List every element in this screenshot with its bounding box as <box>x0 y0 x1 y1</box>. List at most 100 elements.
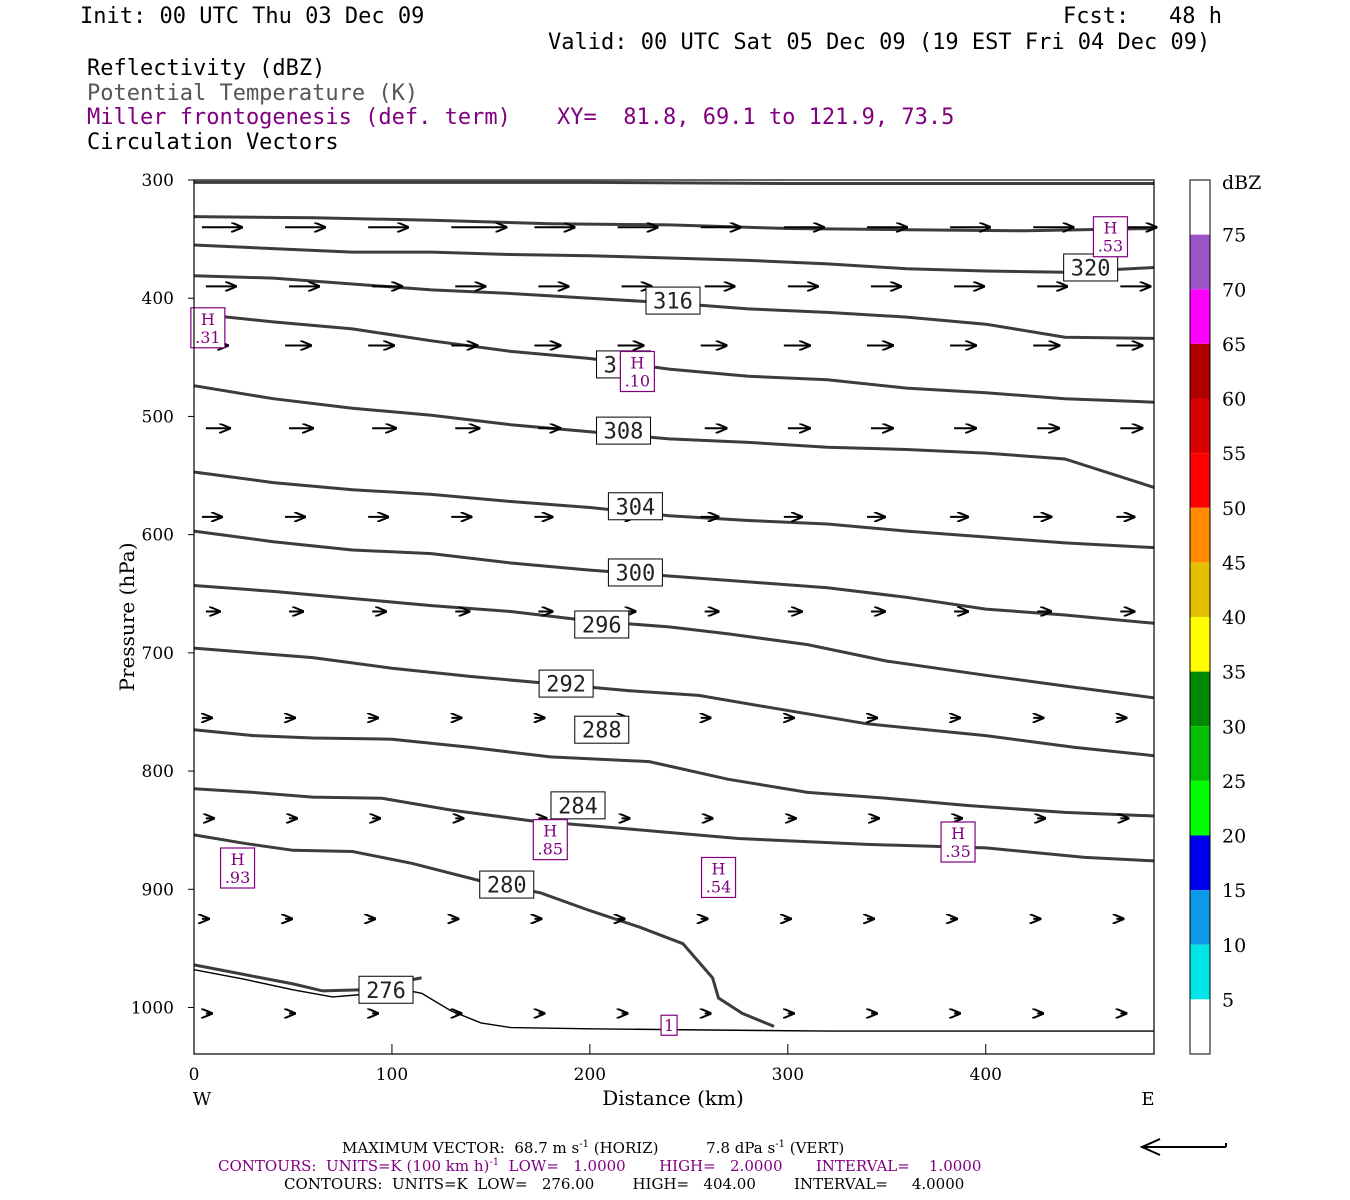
frontogenesis-max-box <box>532 819 568 861</box>
max-vector-text: MAXIMUM VECTOR: 68.7 m s <box>342 1139 580 1157</box>
theta-label-box <box>358 975 414 1004</box>
colorbar-swatch <box>1190 944 1210 1000</box>
y-tick-label: 800 <box>142 762 174 782</box>
fronto-contour-info: CONTOURS: UNITS=K (100 km h)-1 LOW= 1.00… <box>218 1158 981 1174</box>
frontogenesis-max-label: H <box>1103 219 1117 238</box>
colorbar-level-label: 65 <box>1222 334 1246 356</box>
y-tick-label: 300 <box>142 171 174 191</box>
frontogenesis-max-box <box>619 350 655 393</box>
x-tick-label: 0 <box>189 1065 200 1085</box>
theta-contour-284 <box>193 787 1155 863</box>
theta-contour-296 <box>193 584 1155 700</box>
colorbar-level-label: 70 <box>1222 279 1246 301</box>
colorbar-level-label: 40 <box>1222 607 1246 629</box>
frontogenesis-max-label: H <box>201 310 215 329</box>
colorbar-swatch <box>1190 726 1210 781</box>
colorbar-level-label: 45 <box>1222 552 1246 574</box>
frontogenesis-max-box <box>190 307 226 349</box>
frontogenesis-max-box <box>940 821 976 863</box>
colorbar-swatch <box>1190 562 1210 617</box>
theta-contour-324 <box>193 215 1155 233</box>
theta-label-296: 296 <box>574 610 630 639</box>
frontogenesis-max: H.54 <box>700 856 737 899</box>
reference-vector-arrow <box>1139 1138 1227 1156</box>
colorbar-level-label: 55 <box>1222 443 1246 465</box>
theta-label-320: 320 <box>1063 253 1119 282</box>
y-tick-label: 700 <box>142 644 174 664</box>
theta-contour-320 <box>193 243 1155 274</box>
x-tick-label: 200 <box>574 1065 606 1085</box>
frontogenesis-max-label: H <box>630 354 644 373</box>
y-tick-label: 500 <box>142 407 174 427</box>
field-theta: Potential Temperature (K) <box>87 81 419 106</box>
colorbar-swatch <box>1190 617 1210 672</box>
theta-label-292: 292 <box>538 669 594 698</box>
frontogenesis-max: H.93 <box>219 847 256 889</box>
field-frontogenesis: Miller frontogenesis (def. term) <box>87 105 511 130</box>
colorbar-level-label: 75 <box>1222 225 1246 247</box>
theta-label-box <box>607 558 663 587</box>
y-tick-label: 600 <box>142 526 174 546</box>
x-tick-label: 300 <box>772 1065 804 1085</box>
colorbar-level-label: 60 <box>1222 389 1246 411</box>
theta-label-text: 304 <box>616 495 656 520</box>
fronto-contour-range: LOW= 1.0000 HIGH= 2.0000 INTERVAL= 1.000… <box>499 1157 982 1175</box>
init-time: Init: 00 UTC Thu 03 Dec 09 <box>80 4 425 29</box>
theta-label-316: 316 <box>645 286 701 315</box>
x-tick-label: 400 <box>970 1065 1002 1085</box>
colorbar-swatch <box>1190 507 1210 563</box>
theta-label-box <box>596 416 652 445</box>
theta-label-304: 304 <box>607 492 663 521</box>
frontogenesis-max: H.31 <box>190 307 226 349</box>
theta-label-280: 280 <box>479 870 535 899</box>
frontogenesis-max-label: H <box>951 824 965 843</box>
theta-label-text: 280 <box>487 874 527 899</box>
frontogenesis-max-value: .10 <box>625 372 650 391</box>
y-axis-title: Pressure (hPa) <box>115 543 139 692</box>
theta-label-text: 292 <box>546 673 586 698</box>
theta-contour-288 <box>193 728 1155 818</box>
theta-label-text: 276 <box>366 979 406 1004</box>
colorbar-swatch <box>1190 835 1210 891</box>
colorbar-frame <box>1189 179 1211 1055</box>
frontogenesis-max-label: H <box>712 859 726 878</box>
colorbar-level-label: 35 <box>1222 662 1246 684</box>
colorbar-level-label: 50 <box>1222 498 1246 520</box>
theta-label-text: 284 <box>558 794 598 819</box>
max-vector-exp: -1 <box>579 1139 589 1150</box>
colorbar: 5 10 15 20 25 30 35 40 45 50 55 60 65 70 75 <box>1189 179 1246 1055</box>
colorbar-level-label: 25 <box>1222 771 1246 793</box>
frontogenesis-max: H.35 <box>940 821 976 863</box>
theta-label-300: 300 <box>607 558 663 587</box>
plot-frame <box>193 179 1155 1055</box>
colorbar-swatch <box>1190 671 1210 727</box>
frontogenesis-max: H.10 <box>619 350 655 393</box>
colorbar-level-label: 30 <box>1222 716 1246 738</box>
theta-label-276: 276 <box>358 975 414 1004</box>
theta-contour-312 <box>193 312 1155 404</box>
frontogenesis-max-box <box>219 847 256 889</box>
colorbar-unit: dBZ <box>1222 172 1261 194</box>
theta-label-box <box>574 610 630 639</box>
x-axis-title: Distance (km) <box>602 1086 744 1110</box>
colorbar-swatch <box>1190 289 1210 344</box>
frontogenesis-max-value: .53 <box>1098 237 1123 256</box>
max-vector-line: MAXIMUM VECTOR: 68.7 m s-1 (HORIZ) 7.8 d… <box>342 1140 844 1156</box>
frontogenesis-max-box <box>700 856 737 899</box>
frontogenesis-max-box <box>1092 216 1129 258</box>
theta-label-box <box>538 669 594 698</box>
theta-contour-300 <box>193 529 1155 625</box>
frontogenesis-max-label: H <box>543 822 557 841</box>
y-tick-label: 900 <box>142 880 174 900</box>
max-vector-vert: (HORIZ) 7.8 dPa s <box>588 1139 776 1157</box>
colorbar-level-label: 10 <box>1222 935 1246 957</box>
colorbar-swatch <box>1190 398 1210 454</box>
theta-contour-308 <box>193 384 1155 489</box>
colorbar-swatch <box>1190 453 1210 508</box>
theta-label-text: 300 <box>616 561 656 586</box>
frontogenesis-max-value: .93 <box>225 868 250 887</box>
frontogenesis-max-value: .54 <box>706 877 731 896</box>
theta-label-box <box>607 492 663 521</box>
theta-label-box <box>645 286 701 315</box>
